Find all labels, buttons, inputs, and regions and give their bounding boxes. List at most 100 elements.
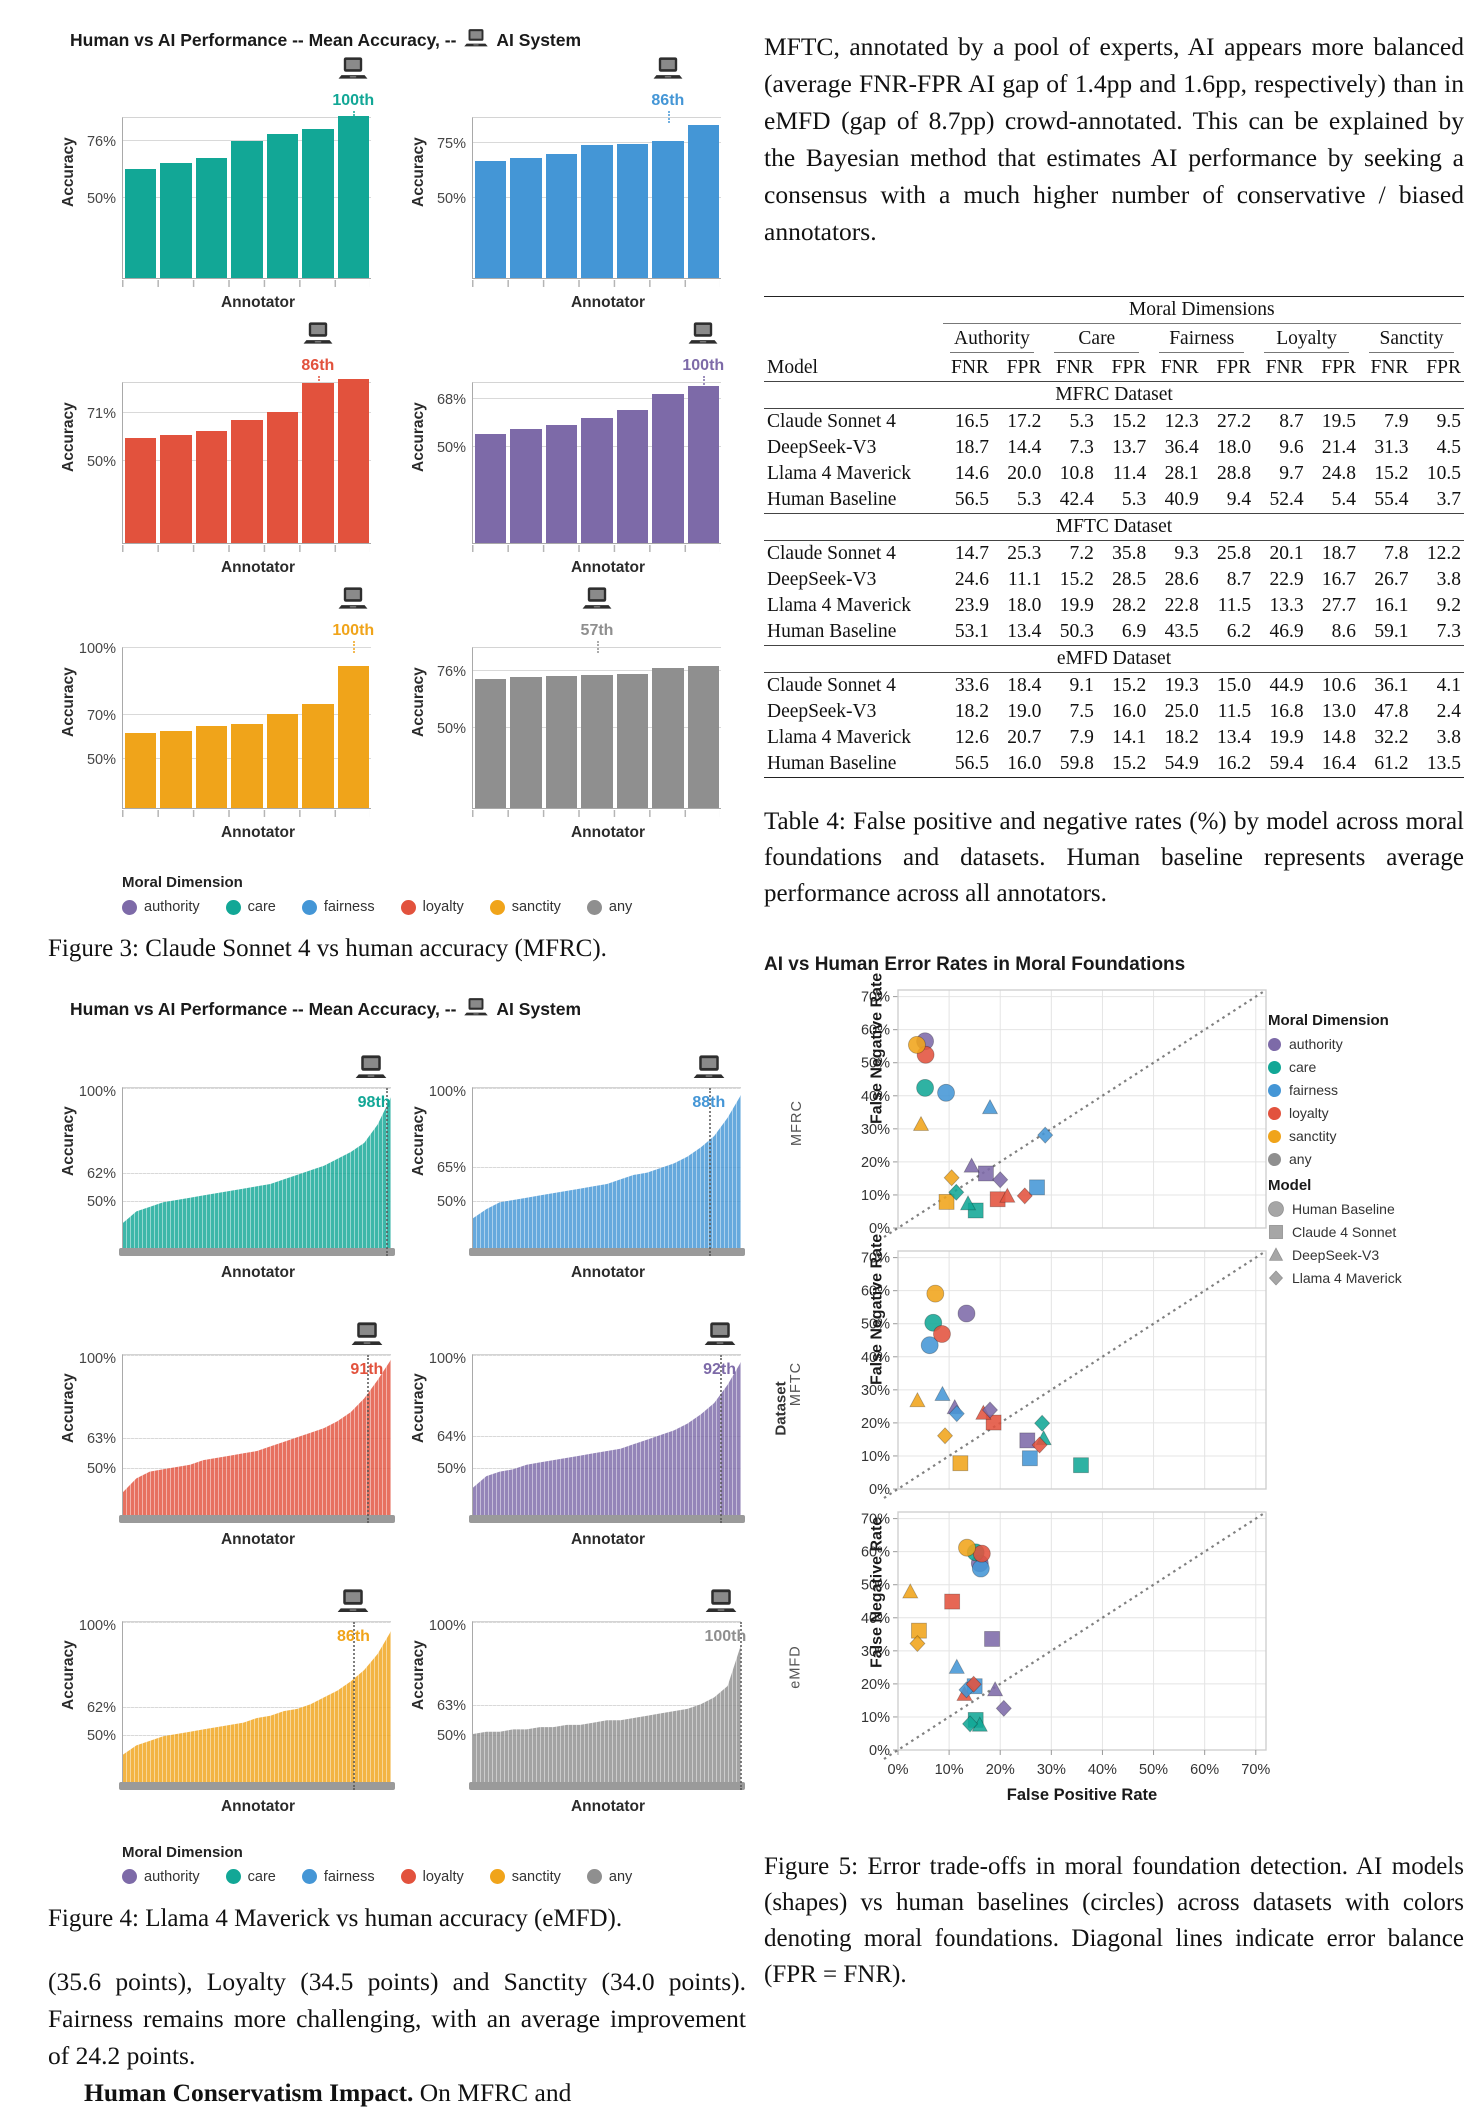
bar <box>510 428 542 544</box>
fig5-panel-MFRC: MFRC False Negative Rate 0% 10% 20% 30% 40% 50%… <box>789 972 1464 1245</box>
percentile-label: 100th <box>332 92 375 110</box>
legend-item-label: sanctity <box>511 899 561 916</box>
value-cell: 19.9 <box>1269 727 1304 748</box>
triangle-icon <box>1268 1247 1284 1261</box>
value-cell: 19.5 <box>1321 411 1356 432</box>
figure3-title: Human vs AI Performance -- Mean Accuracy… <box>70 28 746 53</box>
circle-marker <box>926 1284 945 1303</box>
value-cell: 27.7 <box>1321 595 1356 616</box>
diamond-marker <box>948 1405 965 1423</box>
distribution-area <box>473 1094 741 1248</box>
bar <box>545 424 578 544</box>
metric-header-fpr: FPR <box>1111 357 1147 378</box>
gridline <box>123 1438 391 1440</box>
percentile-marker-line <box>353 111 356 124</box>
chart-area: Accuracy 71% 50% 86th <box>48 322 394 545</box>
triangle-marker <box>902 1583 919 1599</box>
spanner-moral-dimensions: Moral Dimensions <box>939 296 1464 326</box>
plot-area: 98th <box>119 1054 395 1256</box>
y-tick-label: 70% <box>86 707 116 724</box>
square-marker <box>1268 1224 1284 1240</box>
table-row: Llama 4 Maverick 14.6 20.0 10.8 11.4 28.1 28.8… <box>764 461 1464 487</box>
distribution-area <box>123 1630 391 1782</box>
percentile-marker-line <box>703 376 706 389</box>
bar <box>231 723 263 809</box>
value-cell: 16.5 <box>954 411 989 432</box>
diagonal-balance-line <box>883 989 1267 1238</box>
value-cell: 25.8 <box>1217 543 1252 564</box>
y-tick-label: 30% <box>861 1122 890 1138</box>
decorative <box>470 1000 482 1008</box>
gridline <box>473 1354 741 1356</box>
bar <box>160 730 192 809</box>
legend-item-label: fairness <box>323 899 375 916</box>
value-cell: 52.4 <box>1269 489 1304 510</box>
laptop-icon <box>338 587 368 609</box>
chart-area: Accuracy 75% 50% 86th <box>398 57 744 280</box>
bar-stripes-overlay <box>473 1621 741 1782</box>
gridline <box>473 669 721 671</box>
spacer-cell <box>764 326 940 355</box>
x-axis-title: Annotator <box>220 824 296 842</box>
y-tick-label: 50% <box>436 721 466 738</box>
fig5-legend-model-square: Claude 4 Sonnet <box>1268 1224 1464 1240</box>
triangle-marker <box>948 1658 965 1674</box>
value-cell: 36.1 <box>1374 675 1409 696</box>
decorative <box>703 1321 737 1353</box>
sanctity-color-dot <box>489 1869 505 1885</box>
value-cell: 36.4 <box>1164 437 1199 458</box>
fig4-chart-fairness: Accuracy 100% 65% 50% 88th Annotator <box>398 1023 745 1290</box>
chart-area: Accuracy 76% 50% 100th <box>48 57 394 280</box>
left-paragraph: (35.6 points), Loyalty (34.5 points) and… <box>48 1966 746 2070</box>
y-tick-label: 76% <box>436 663 466 680</box>
legend-item-label: any <box>1289 1151 1312 1167</box>
gridline <box>123 1354 391 1356</box>
laptop-icon <box>338 1588 369 1612</box>
legend-item-authority: authority <box>122 899 200 915</box>
value-cell: 7.2 <box>1069 543 1094 564</box>
legend-item-label: fairness <box>323 1868 375 1885</box>
circle-marker <box>958 1538 976 1557</box>
legend-item-label: fairness <box>1289 1082 1339 1098</box>
percentile-marker-line <box>366 1354 369 1523</box>
laptop-icon <box>463 28 489 53</box>
fairness-color-dot <box>301 899 317 915</box>
fig5-legend-item-loyalty: loyalty <box>1268 1105 1464 1121</box>
legend-item-authority: authority <box>122 1869 200 1885</box>
value-cell: 9.6 <box>1279 437 1304 458</box>
group-header-fairness: Fairness <box>1149 326 1254 355</box>
y-axis-title: Accuracy <box>398 117 427 279</box>
decorative <box>470 31 482 39</box>
metric-header-fnr: FNR <box>1370 357 1409 378</box>
circle-marker <box>933 1325 951 1343</box>
laptop-icon <box>693 1054 725 1078</box>
bar <box>581 674 613 809</box>
care-color-dot <box>1268 1060 1281 1074</box>
legend-item-sanctity: sanctity <box>489 1869 561 1885</box>
table-row: eMFD Dataset <box>764 645 1464 673</box>
bar <box>231 140 263 279</box>
decorative <box>346 60 361 70</box>
bar <box>302 383 334 544</box>
decorative <box>716 1341 724 1344</box>
diamond-marker <box>962 1715 979 1733</box>
percentile-label: 86th <box>337 1627 370 1645</box>
gridline <box>123 1621 391 1623</box>
x-axis-title: False Positive Rate <box>1007 1786 1157 1804</box>
value-cell: 19.3 <box>1164 675 1199 696</box>
value-cell: 3.7 <box>1436 489 1461 510</box>
value-cell: 15.2 <box>1112 411 1147 432</box>
square-icon <box>1268 1224 1284 1240</box>
value-cell: 24.8 <box>1321 463 1356 484</box>
diamond-marker <box>1031 1436 1048 1454</box>
y-axis-title: Accuracy <box>48 382 77 544</box>
y-tick-label: 0% <box>869 1743 890 1759</box>
chart-area: Accuracy 76% 50% 57th <box>398 587 744 810</box>
bar <box>475 433 507 544</box>
percentile-marker-line <box>740 1621 742 1790</box>
fig5-legend-model-diamond: Llama 4 Maverick <box>1268 1270 1464 1286</box>
value-cell: 6.9 <box>1121 621 1147 642</box>
bar <box>475 160 507 279</box>
bar <box>687 124 719 279</box>
percentile-label: 86th <box>651 92 685 110</box>
